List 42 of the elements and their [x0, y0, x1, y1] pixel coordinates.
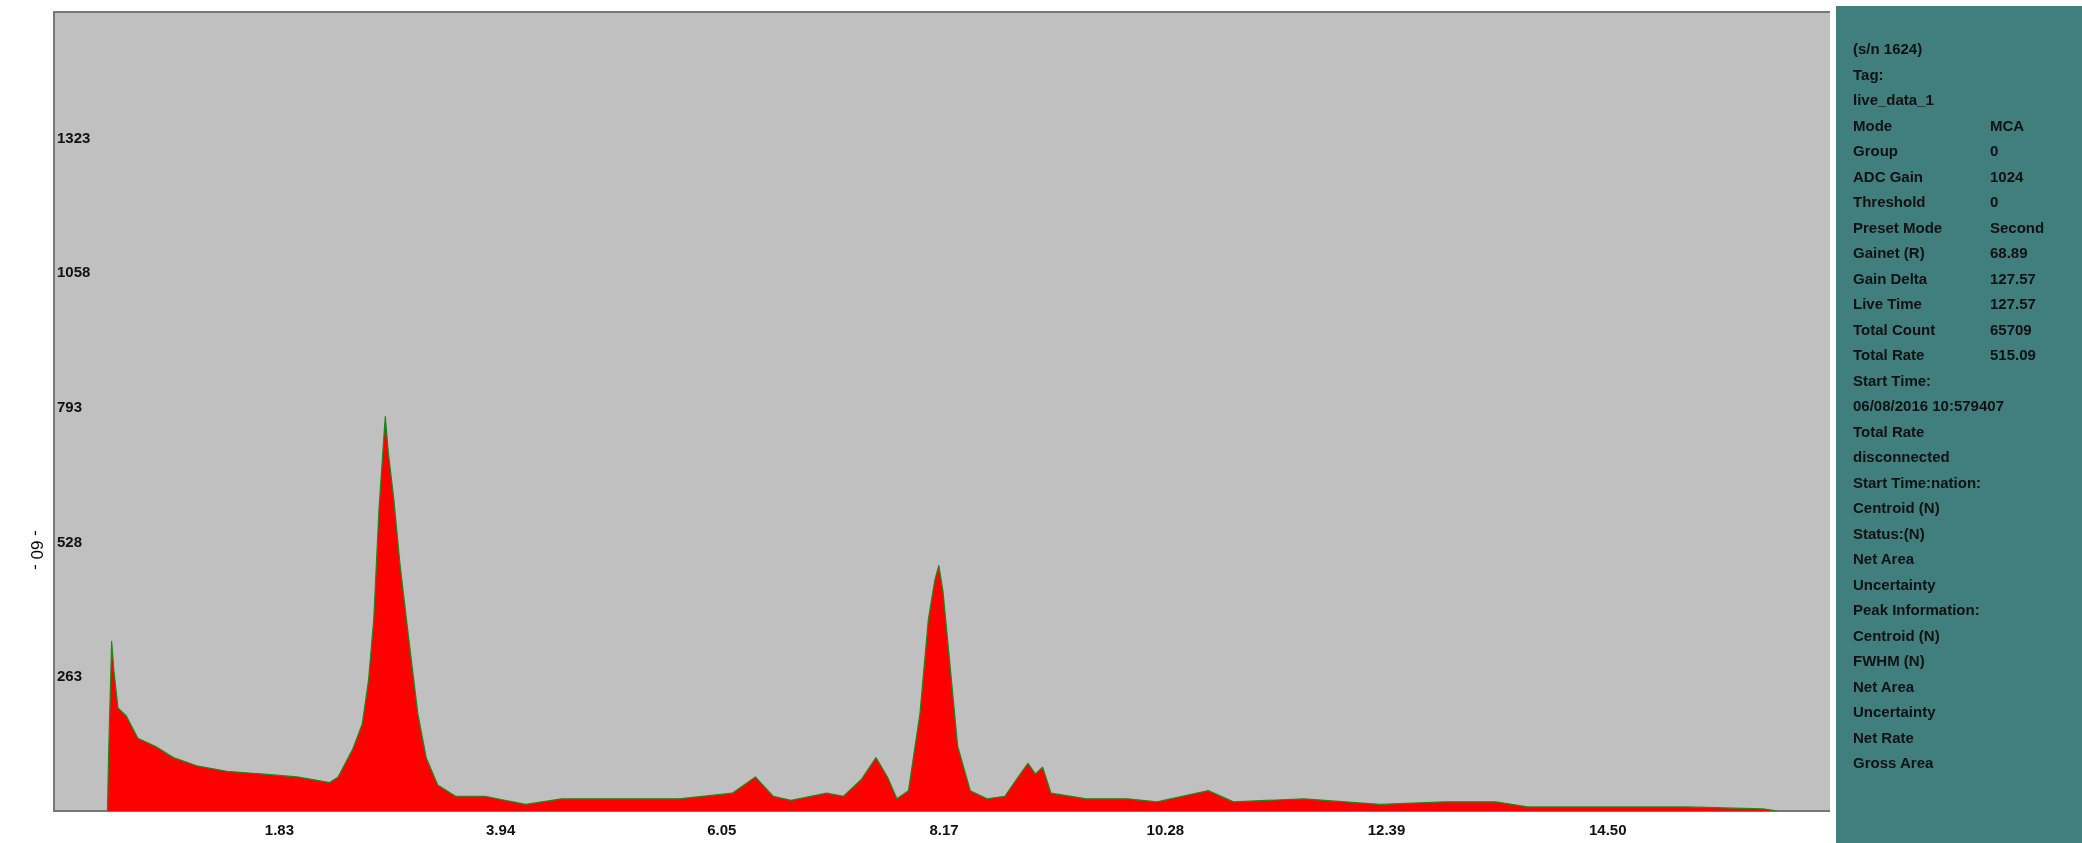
x-tick-label: 1.83 [264, 821, 295, 839]
x-tick-label: 8.17 [929, 821, 959, 839]
text: Centroid (N) [1853, 625, 1941, 646]
text: - 60 - [26, 529, 46, 572]
text: Threshold 0 [1853, 193, 1999, 210]
x-tick-label: 14.50 [1588, 821, 1627, 839]
text: (s/n 1624) [1853, 39, 1924, 59]
x-tick-label: 10.28 [1146, 821, 1185, 839]
text: ADC Gain 1024 [1853, 167, 2024, 185]
text: Gainet (R) 68.89 [1853, 244, 2028, 261]
text: Total Rate [1853, 421, 1926, 442]
text: Start Time: [1853, 370, 1933, 391]
text: 06/08/2016 10:579407 [1853, 396, 2005, 416]
y-tick-label: 263 [57, 667, 83, 685]
text: Net Area [1853, 549, 1916, 569]
y-tick-label: 528 [57, 532, 83, 550]
text: Peak Information: [1853, 600, 1981, 620]
text: live_data_1 [1853, 90, 1935, 110]
text: Centroid (N) [1853, 498, 1941, 518]
text: FWHM (N) [1853, 651, 1926, 671]
text: Total Count 65709 [1853, 320, 2032, 338]
x-tick-label: 12.39 [1367, 821, 1406, 839]
y-tick-label: 1323 [57, 128, 91, 146]
text: Gain Delta 127.57 [1853, 269, 2036, 287]
text: Total Rate 515.09 [1853, 346, 2036, 363]
y-tick-label: 1058 [57, 263, 91, 281]
text: Tag: [1853, 64, 1885, 85]
text: Net Rate [1853, 727, 1915, 748]
text: Group 0 [1853, 142, 1999, 159]
y-tick-label: 793 [57, 398, 83, 416]
x-tick-label: 3.94 [486, 821, 516, 839]
text: Mode MCA [1853, 116, 2025, 134]
text: Preset Mode Second [1853, 218, 2045, 236]
text: disconnected [1853, 447, 1951, 467]
text: Live Time 127.57 [1853, 295, 2036, 312]
text: Net Area [1853, 676, 1916, 697]
text: Gross Area [1853, 753, 1935, 773]
text: Uncertainty [1853, 574, 1937, 595]
text: Uncertainty [1853, 702, 1937, 722]
text: Status:(N) [1853, 523, 1926, 544]
x-tick-label: 6.05 [707, 821, 737, 839]
text: Start Time:nation: [1853, 472, 1983, 493]
